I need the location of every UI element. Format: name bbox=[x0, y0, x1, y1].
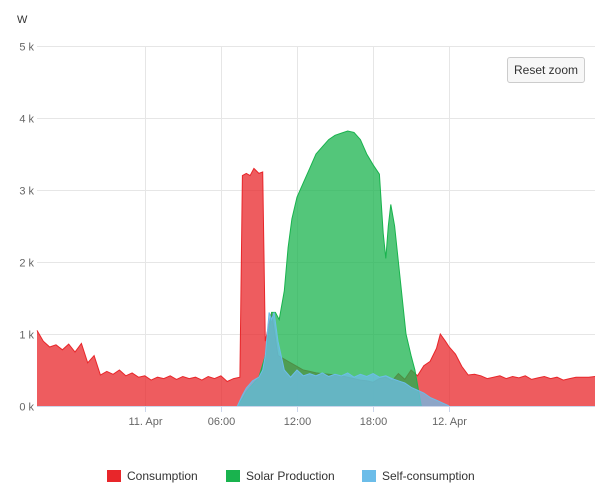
legend-swatch bbox=[226, 470, 240, 482]
y-tick-label: 3 k bbox=[19, 186, 34, 198]
y-tick-label: 4 k bbox=[19, 114, 34, 126]
series-areas bbox=[36, 130, 596, 407]
consumption-area bbox=[37, 168, 595, 406]
legend-item-consumption[interactable]: Consumption bbox=[107, 469, 198, 483]
x-tick-label: 11. Apr bbox=[128, 416, 162, 428]
reset-zoom-button[interactable]: Reset zoom bbox=[507, 57, 585, 83]
y-tick-label: 5 k bbox=[19, 42, 34, 54]
self-consumption-line bbox=[236, 312, 450, 407]
axes: 0 k 1 k 2 k 3 k 4 k 5 k 11. Apr 06:00 12:00 18:00… bbox=[19, 42, 595, 428]
legend-swatch bbox=[362, 470, 376, 482]
y-tick-label: 0 k bbox=[19, 402, 34, 414]
legend: Consumption Solar Production Self-consumpt… bbox=[107, 469, 475, 483]
self-consumption-area bbox=[237, 312, 450, 406]
legend-item-solar-production[interactable]: Solar Production bbox=[226, 469, 335, 483]
legend-swatch bbox=[107, 470, 121, 482]
x-tick-label: 18:00 bbox=[360, 416, 388, 428]
legend-item-self-consumption[interactable]: Self-consumption bbox=[362, 469, 475, 483]
y-tick-label: 1 k bbox=[19, 330, 34, 342]
solar-production-area bbox=[237, 131, 422, 406]
solar-production-line bbox=[236, 130, 422, 407]
y-axis-unit-label: W bbox=[17, 14, 28, 26]
legend-label: Solar Production bbox=[246, 469, 335, 483]
x-tick-label: 12:00 bbox=[284, 416, 312, 428]
legend-label: Self-consumption bbox=[382, 469, 475, 483]
x-tick-label: 12. Apr bbox=[432, 416, 467, 428]
x-tick-label: 06:00 bbox=[208, 416, 236, 428]
y-tick-label: 2 k bbox=[19, 258, 34, 270]
legend-label: Consumption bbox=[127, 469, 198, 483]
